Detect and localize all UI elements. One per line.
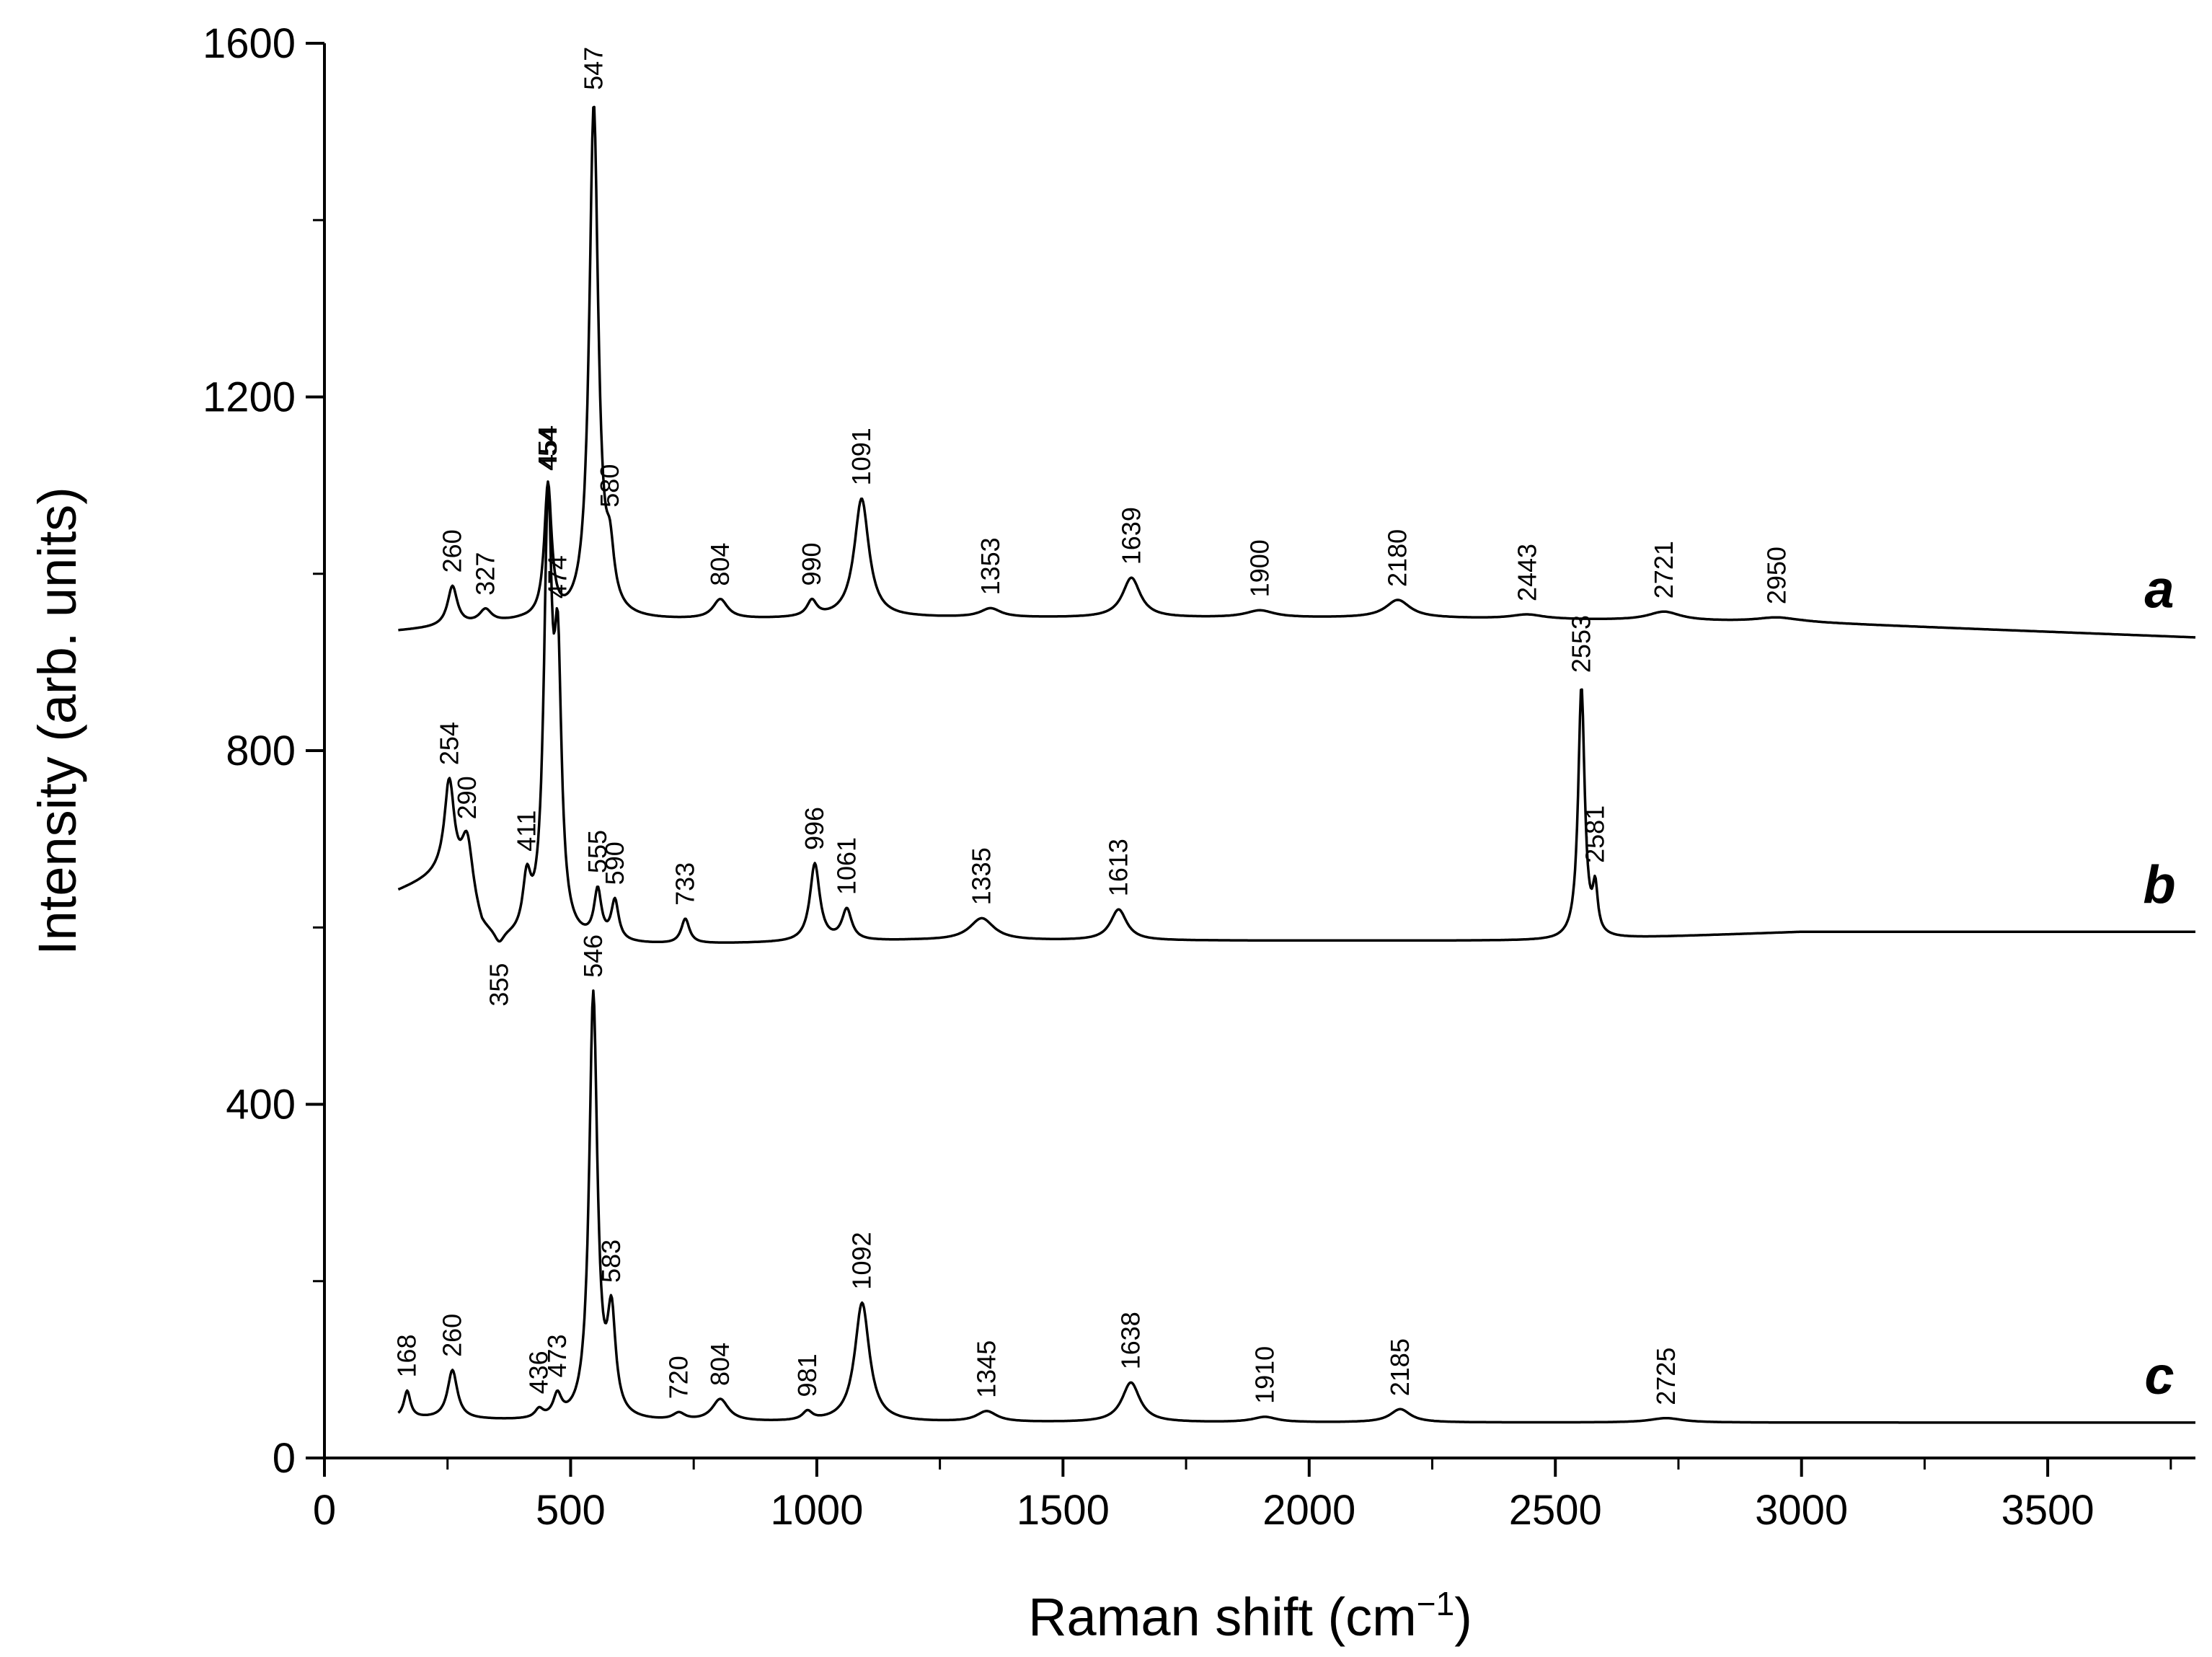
ticks: 0 500 1000 1500 2000 2500 3000 3500 0 400 800 1200 1… (203, 20, 2172, 1534)
peak-label: 474 (543, 555, 572, 598)
peak-label: 981 (792, 1353, 822, 1397)
peak-label: 804 (705, 543, 735, 586)
peak-label: 733 (671, 862, 700, 906)
peak-label: 473 (542, 1334, 572, 1377)
peak-label: 2180 (1383, 529, 1412, 587)
series-a-tag: a (2144, 560, 2174, 619)
x-tick-label: 500 (536, 1487, 606, 1534)
peak-label: 290 (452, 776, 482, 819)
peak-label: 2581 (1580, 805, 1610, 863)
y-tick-label: 1200 (203, 374, 296, 421)
peak-label: 555 (583, 830, 612, 873)
x-tick-label: 1500 (1017, 1487, 1110, 1534)
series-lines (397, 105, 2196, 1424)
peak-label: 1091 (846, 428, 876, 485)
peak-label: 583 (596, 1240, 626, 1283)
x-tick-label: 2000 (1262, 1487, 1355, 1534)
peak-label: 720 (664, 1356, 694, 1399)
peak-label: 580 (595, 464, 624, 508)
x-tick-label: 2500 (1509, 1487, 1602, 1534)
x-axis-title: Raman shift (cm−1) (1028, 1585, 1472, 1647)
peak-label: 547 (579, 47, 609, 90)
peak-label: 1335 (967, 847, 996, 905)
peak-label: 1353 (976, 537, 1005, 595)
x-tick-label: 0 (313, 1487, 336, 1534)
x-axis-title-superscript: −1 (1417, 1585, 1454, 1622)
peak-label: 260 (438, 1314, 467, 1357)
x-tick-label: 3000 (1755, 1487, 1848, 1534)
series-b-line (397, 482, 2196, 944)
peak-label: 436 (524, 1351, 554, 1394)
x-axis-title-main: Raman shift (cm (1028, 1587, 1417, 1647)
peak-label: 1092 (847, 1232, 877, 1289)
peak-label: 168 (392, 1334, 422, 1377)
peak-label: 1613 (1104, 839, 1133, 896)
peak-label: 2443 (1512, 544, 1541, 601)
peak-label: 2721 (1649, 541, 1678, 598)
peak-label: 996 (800, 807, 829, 850)
peak-label: 804 (705, 1343, 735, 1386)
peak-label: 2950 (1762, 547, 1792, 604)
peak-label: 454 (533, 425, 562, 469)
y-tick-label: 0 (273, 1435, 296, 1482)
peak-label: 260 (438, 529, 467, 573)
series-c-line (397, 989, 2196, 1424)
peak-label: 1345 (971, 1340, 1001, 1398)
x-axis-title-suffix: ) (1454, 1587, 1472, 1647)
peak-label: 454 (533, 428, 562, 471)
peak-label: 355 (484, 963, 513, 1007)
peak-label: 990 (797, 542, 826, 586)
peak-label: 254 (434, 722, 464, 765)
series-b-tag: b (2143, 854, 2175, 914)
peak-label: 546 (578, 934, 608, 978)
x-tick-label: 1000 (770, 1487, 863, 1534)
peak-label: 411 (512, 810, 541, 852)
peak-label: 1900 (1245, 539, 1275, 597)
peak-label: 2185 (1385, 1338, 1415, 1396)
peak-label: 2725 (1651, 1348, 1681, 1405)
peak-label: 2553 (1566, 615, 1596, 673)
peak-label: 590 (600, 841, 629, 885)
y-tick-label: 1600 (203, 20, 296, 67)
peak-label: 1910 (1249, 1346, 1279, 1404)
peak-label: 327 (470, 552, 500, 596)
y-axis-title: Intensity (arb. units) (27, 487, 87, 955)
y-tick-label: 800 (226, 728, 296, 774)
series-a-line (398, 105, 2196, 639)
x-tick-label: 3500 (2001, 1487, 2094, 1534)
peak-label: 1639 (1116, 507, 1146, 565)
y-tick-label: 400 (226, 1082, 296, 1128)
series-c-tag: c (2144, 1346, 2174, 1405)
peak-label: 1061 (832, 837, 862, 895)
peak-label: 1638 (1116, 1312, 1146, 1369)
